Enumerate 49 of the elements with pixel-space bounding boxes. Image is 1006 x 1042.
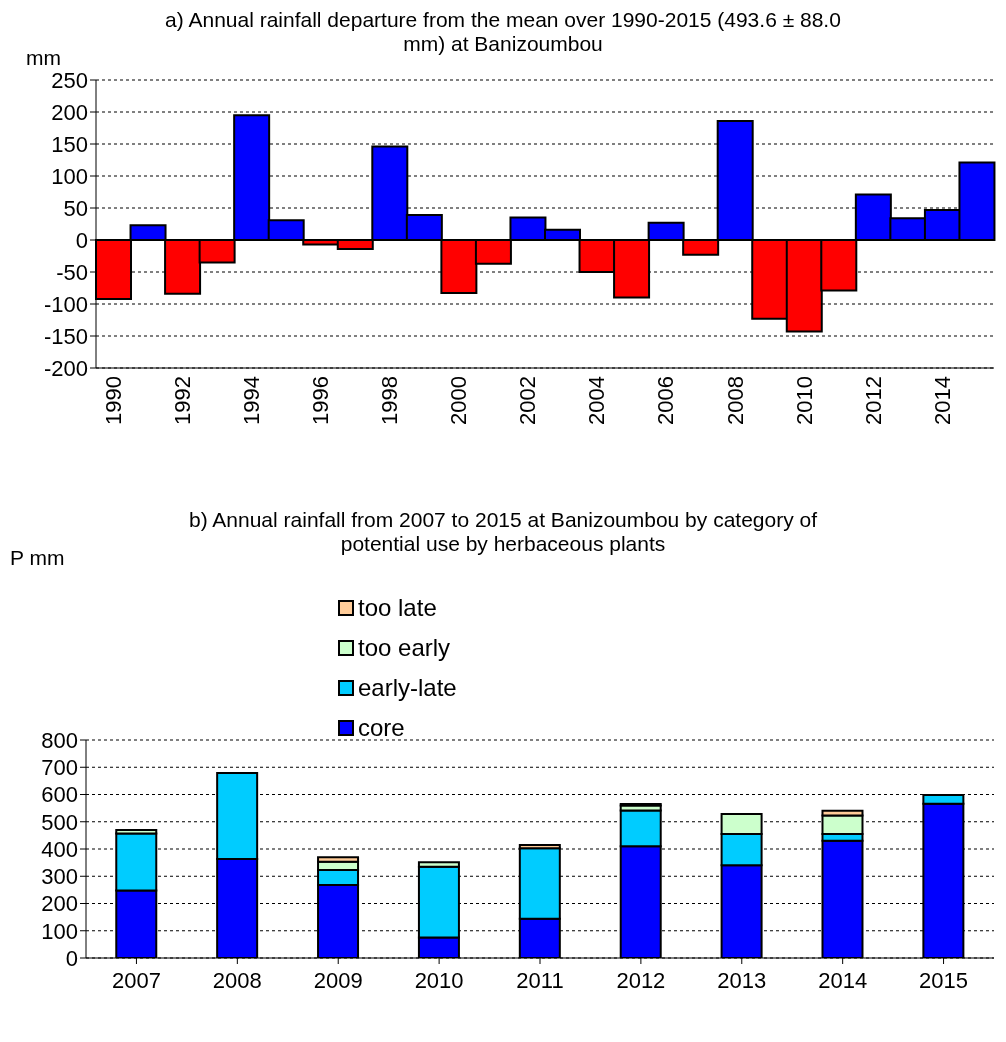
y-tick-label: 50 — [63, 195, 88, 221]
y-tick-label: 500 — [41, 809, 78, 835]
x-tick-label: 2013 — [717, 967, 767, 993]
x-tick-label: 2008 — [722, 376, 748, 425]
y-tick-label: 100 — [51, 163, 88, 189]
x-tick-label: 2009 — [313, 967, 363, 993]
x-tick-label: 2000 — [446, 376, 472, 425]
legend-label: too early — [358, 633, 451, 663]
chart-title: a) Annual rainfall departure from the mean over 1990-2015 (493.6 ± 88.0 mm) at Banizoumbou — [164, 8, 842, 56]
y-tick-label: 150 — [51, 131, 88, 157]
x-tick-label: 2006 — [653, 376, 679, 425]
x-tick-label: 1994 — [239, 376, 265, 425]
chart-title: b) Annual rainfall from 2007 to 2015 at Banizoumbou by category of potential use by herbaceous plants — [187, 508, 819, 556]
x-tick-label: 1996 — [308, 376, 334, 425]
y-tick-label: -150 — [43, 323, 88, 349]
legend-label: early-late — [358, 673, 457, 703]
x-tick-label: 2002 — [515, 376, 541, 425]
y-tick-label: 700 — [41, 755, 78, 781]
x-tick-label: 1990 — [100, 376, 126, 425]
x-tick-label: 2011 — [516, 967, 564, 993]
y-tick-label: 0 — [75, 227, 88, 253]
y-tick-label: 250 — [51, 67, 88, 93]
y-tick-label: -50 — [56, 259, 88, 285]
x-tick-label: 2014 — [818, 967, 868, 993]
legend-label: core — [358, 713, 405, 743]
y-tick-label: 600 — [41, 782, 78, 808]
y-tick-label: 0 — [65, 945, 78, 971]
x-tick-label: 2010 — [791, 376, 817, 425]
x-tick-label: 1998 — [377, 376, 403, 425]
y-axis-title: P mm — [10, 546, 65, 569]
y-tick-label: -100 — [43, 291, 88, 317]
legend-label: too late — [358, 593, 437, 623]
x-tick-label: 1992 — [169, 376, 195, 425]
x-tick-label: 2014 — [929, 376, 955, 425]
x-tick-label: 2015 — [919, 967, 969, 993]
y-tick-label: 200 — [41, 891, 78, 917]
y-tick-label: 100 — [41, 918, 78, 944]
y-tick-label: 400 — [41, 836, 78, 862]
y-tick-label: 800 — [41, 727, 78, 753]
y-tick-label: -200 — [43, 355, 88, 381]
y-tick-label: 200 — [51, 99, 88, 125]
x-tick-label: 2010 — [414, 967, 464, 993]
y-tick-label: 300 — [41, 864, 78, 890]
x-tick-label: 2012 — [616, 967, 666, 993]
y-axis-title: mm — [26, 46, 61, 69]
x-tick-label: 2004 — [584, 376, 610, 425]
x-tick-label: 2007 — [111, 967, 161, 993]
x-tick-label: 2008 — [212, 967, 262, 993]
x-tick-label: 2012 — [860, 376, 886, 425]
